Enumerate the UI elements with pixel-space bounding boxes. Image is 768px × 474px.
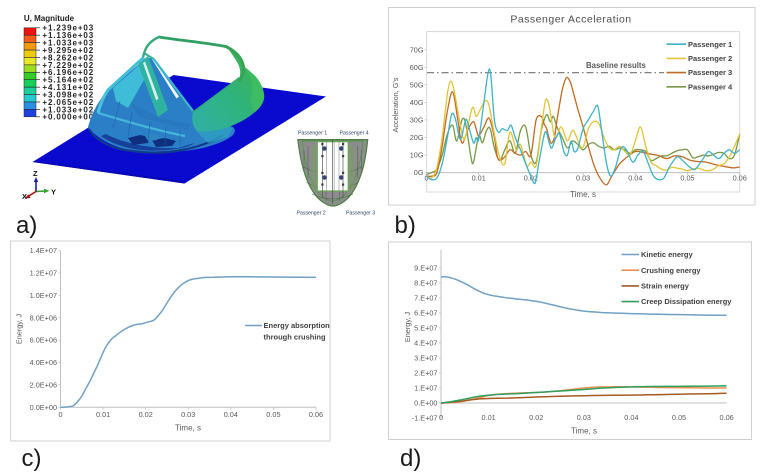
svg-text:+0.000e+00: +0.000e+00 (42, 113, 94, 122)
svg-text:0.04: 0.04 (224, 410, 238, 419)
svg-text:6.E+07: 6.E+07 (414, 309, 437, 318)
svg-text:60G: 60G (410, 63, 424, 72)
svg-text:Crushing energy: Crushing energy (641, 266, 701, 275)
svg-text:30G: 30G (410, 116, 424, 125)
svg-text:0G: 0G (414, 168, 424, 177)
svg-text:5.E+07: 5.E+07 (414, 324, 437, 333)
svg-text:a): a) (16, 212, 37, 239)
svg-text:+1.033e+02: +1.033e+02 (42, 105, 94, 114)
svg-text:Passenger 1: Passenger 1 (688, 40, 732, 49)
svg-text:c): c) (22, 445, 42, 472)
svg-text:Kinetic energy: Kinetic energy (641, 250, 694, 259)
svg-text:0.05: 0.05 (266, 410, 280, 419)
svg-text:Passenger Acceleration: Passenger Acceleration (510, 14, 631, 26)
svg-text:+1.239e+03: +1.239e+03 (42, 24, 94, 33)
svg-text:+6.196e+02: +6.196e+02 (42, 68, 94, 77)
svg-text:Acceleration, G's: Acceleration, G's (391, 77, 400, 132)
svg-text:50G: 50G (410, 80, 424, 89)
svg-text:+8.262e+02: +8.262e+02 (42, 53, 94, 62)
svg-text:b): b) (395, 212, 416, 239)
svg-text:Baseline results: Baseline results (586, 61, 646, 70)
svg-text:Passenger 3: Passenger 3 (688, 68, 732, 77)
svg-text:+4.131e+02: +4.131e+02 (42, 83, 94, 92)
svg-text:0.02: 0.02 (139, 410, 153, 419)
svg-text:1.0E+07: 1.0E+07 (30, 291, 57, 300)
svg-text:0.02: 0.02 (524, 174, 538, 183)
svg-text:through crushing: through crushing (264, 333, 326, 342)
svg-text:8.0E+06: 8.0E+06 (30, 313, 57, 322)
svg-text:1.4E+07: 1.4E+07 (30, 246, 57, 255)
svg-text:0: 0 (58, 410, 62, 419)
svg-text:+9.295e+02: +9.295e+02 (42, 46, 94, 55)
svg-text:Energy, J: Energy, J (403, 312, 412, 343)
svg-text:6.0E+06: 6.0E+06 (30, 336, 57, 345)
svg-text:0.03: 0.03 (181, 410, 195, 419)
svg-text:d): d) (400, 445, 421, 472)
svg-text:Y: Y (51, 188, 56, 197)
svg-text:+1.033e+03: +1.033e+03 (42, 39, 94, 48)
svg-text:Passenger 4: Passenger 4 (340, 131, 369, 137)
svg-text:+2.065e+02: +2.065e+02 (42, 98, 94, 107)
svg-text:7.E+07: 7.E+07 (414, 294, 437, 303)
svg-text:-1.E+07: -1.E+07 (412, 414, 438, 423)
svg-text:2.E+07: 2.E+07 (414, 369, 437, 378)
svg-text:Passenger 2: Passenger 2 (688, 54, 732, 63)
svg-text:0.05: 0.05 (680, 174, 694, 183)
svg-text:0.E+00: 0.E+00 (414, 399, 437, 408)
svg-text:+5.164e+02: +5.164e+02 (42, 76, 94, 85)
svg-text:4.0E+06: 4.0E+06 (30, 358, 57, 367)
svg-text:10G: 10G (410, 151, 424, 160)
svg-text:+3.098e+02: +3.098e+02 (42, 91, 94, 100)
svg-text:8.E+07: 8.E+07 (414, 279, 437, 288)
svg-text:+7.229e+02: +7.229e+02 (42, 61, 94, 70)
svg-text:Time, s: Time, s (571, 427, 597, 436)
svg-text:1.E+07: 1.E+07 (414, 384, 437, 393)
svg-text:Passenger 2: Passenger 2 (297, 211, 326, 217)
svg-text:2.0E+06: 2.0E+06 (30, 381, 57, 390)
svg-text:+1.136e+03: +1.136e+03 (42, 31, 94, 40)
svg-text:Passenger 3: Passenger 3 (346, 211, 375, 217)
svg-text:Strain energy: Strain energy (641, 282, 690, 291)
svg-text:0.06: 0.06 (309, 410, 323, 419)
svg-text:20G: 20G (410, 133, 424, 142)
svg-text:0.04: 0.04 (628, 174, 642, 183)
svg-text:Energy absorption: Energy absorption (264, 321, 331, 330)
svg-text:9.E+07: 9.E+07 (414, 264, 437, 273)
svg-text:Z: Z (33, 169, 38, 178)
svg-text:70G: 70G (410, 45, 424, 54)
svg-text:3.E+07: 3.E+07 (414, 354, 437, 363)
svg-text:1.2E+07: 1.2E+07 (30, 269, 57, 278)
svg-text:4.E+07: 4.E+07 (414, 339, 437, 348)
svg-text:Time, s: Time, s (175, 424, 201, 433)
svg-text:Passenger 1: Passenger 1 (298, 131, 327, 137)
svg-text:Passenger 4: Passenger 4 (688, 82, 733, 91)
svg-text:0.03: 0.03 (576, 174, 590, 183)
svg-text:40G: 40G (410, 98, 424, 107)
svg-text:0: 0 (424, 174, 428, 183)
svg-text:0.01: 0.01 (96, 410, 110, 419)
svg-text:0.06: 0.06 (733, 174, 747, 183)
svg-text:0.0E+00: 0.0E+00 (30, 403, 57, 412)
svg-text:U, Magnitude: U, Magnitude (24, 14, 75, 23)
svg-text:X: X (22, 192, 27, 201)
svg-text:0.01: 0.01 (472, 174, 486, 183)
svg-text:Creep Dissipation energy: Creep Dissipation energy (641, 297, 732, 306)
svg-text:Time, s: Time, s (570, 190, 596, 199)
svg-text:Energy, J: Energy, J (15, 314, 24, 345)
